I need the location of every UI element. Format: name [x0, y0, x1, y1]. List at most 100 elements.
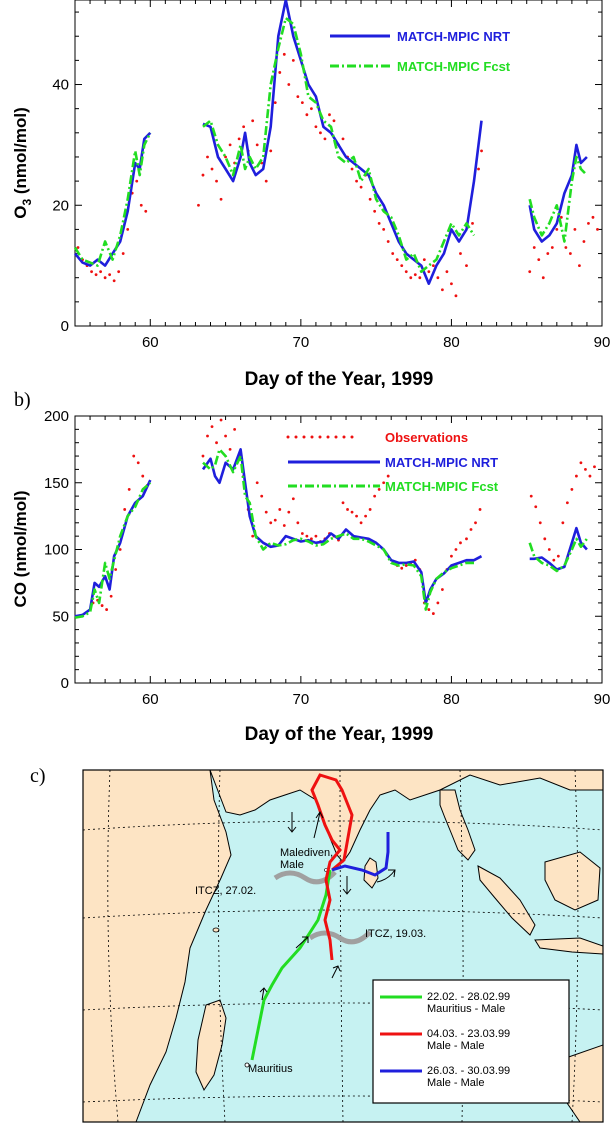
o3-observation-point — [300, 101, 304, 105]
itcz-2702-label: ITCZ, 27.02. — [195, 885, 256, 897]
co-observation-point — [296, 521, 300, 525]
co-observation-point — [538, 521, 542, 525]
co-plot-frame — [74, 415, 603, 684]
co-observation-point — [552, 558, 556, 562]
co-observation-point — [141, 474, 145, 478]
co-observation-point — [309, 537, 313, 541]
wind-arrows — [259, 811, 396, 1001]
o3-observation-point — [278, 71, 282, 74]
o3-observation-point — [332, 119, 336, 123]
co-series-fcst-line — [74, 481, 152, 619]
co-observation-point — [436, 601, 440, 605]
co-legend-label-0: Observations — [385, 430, 468, 445]
o3-series-nrt-line — [202, 0, 483, 285]
co-observation-point — [350, 510, 354, 514]
co-observation-point — [260, 494, 264, 498]
o3-observation-point — [139, 203, 143, 207]
maldives-label: Malediven, — [280, 847, 333, 859]
comoros-island — [212, 927, 220, 933]
o3-series-fcst-line — [202, 16, 476, 273]
co-observation-point — [300, 532, 304, 535]
co-legend-observations-swatch — [302, 435, 306, 439]
o3-observation-point — [269, 149, 273, 153]
co-observation-point — [359, 521, 363, 525]
o3-observation-point — [350, 167, 354, 171]
co-observation-point — [382, 481, 386, 485]
o3-observation-point — [537, 258, 541, 261]
o3-observation-point — [368, 197, 372, 201]
co-observation-point — [251, 534, 255, 538]
co-observation-point — [282, 524, 286, 527]
o3-observation-point — [427, 270, 431, 274]
o3-observation-point — [319, 131, 322, 135]
co-observation-point — [278, 508, 282, 511]
co-observation-point — [355, 514, 358, 518]
co-observation-point — [593, 465, 596, 469]
co-observation-point — [400, 566, 404, 570]
legend-red-route: Male - Male — [427, 1040, 484, 1052]
co-observation-point — [547, 548, 551, 551]
o3-observation-point — [355, 179, 358, 183]
o3-x-axis-label: Day of the Year, 1999 — [245, 369, 434, 390]
co-observation-point — [584, 468, 587, 471]
co-y-tick-label: 150 — [44, 475, 69, 492]
o3-observation-point — [323, 137, 327, 141]
o3-observation-point — [197, 203, 200, 207]
o3-observation-point — [436, 276, 440, 280]
o3-observation-point — [206, 155, 209, 159]
co-observation-point — [123, 508, 127, 511]
o3-observation-point — [578, 264, 581, 268]
o3-observation-point — [532, 246, 536, 249]
co-observation-point — [136, 461, 140, 465]
legend-red-dates: 04.03. - 23.03.99 — [427, 1028, 510, 1040]
co-observation-point — [565, 501, 569, 505]
o3-legend-label-0: MATCH-MPIC NRT — [397, 29, 510, 44]
o3-series-fcst-line — [528, 155, 588, 243]
route-male-male-blue — [331, 832, 390, 877]
co-legend-observations-swatch — [294, 435, 298, 439]
co-observation-point — [465, 537, 468, 541]
graticule — [83, 770, 603, 1122]
o3-observation-point — [273, 101, 277, 105]
legend-blue-route: Male - Male — [427, 1077, 484, 1089]
o3-observation-point — [422, 258, 426, 261]
co-observation-point — [440, 588, 444, 591]
co-observation-point — [346, 508, 349, 511]
o3-observation-point — [228, 143, 232, 147]
itcz-band-1903 — [308, 930, 372, 945]
co-observation-point — [109, 594, 113, 598]
co-observation-point — [219, 418, 223, 422]
o3-observation-point — [219, 197, 223, 201]
sea-peninsula — [439, 789, 476, 861]
o3-observation-point — [400, 264, 404, 268]
o3-observation-point — [480, 149, 483, 153]
co-observation-point — [556, 554, 560, 558]
co-observation-point — [210, 425, 214, 429]
route-mauritius-male — [250, 869, 332, 1061]
co-legend-observations-swatch — [310, 435, 314, 439]
co-observation-point — [561, 521, 565, 525]
co-y-axis-label: CO (nmol/mol) — [11, 490, 30, 607]
o3-observation-point — [568, 252, 572, 255]
asia-landmass — [209, 770, 603, 863]
o3-x-tick-label: 90 — [594, 334, 611, 351]
legend-green-dates: 22.02. - 28.02.99 — [427, 991, 510, 1003]
o3-observation-point — [404, 270, 408, 274]
co-legend-observations-swatch — [286, 435, 290, 439]
co-y-tick-label: 100 — [44, 542, 69, 559]
co-observation-point — [269, 521, 273, 525]
panel-b-label: b) — [14, 389, 31, 411]
co-observation-point — [529, 494, 533, 498]
java-island — [534, 937, 603, 955]
o3-observation-point — [546, 252, 550, 255]
co-observation-point — [404, 564, 408, 567]
o3-observation-point — [359, 185, 363, 189]
o3-observation-point — [391, 252, 395, 255]
o3-observation-point — [477, 167, 480, 171]
co-observation-point — [364, 514, 368, 518]
co-y-tick-label: 200 — [44, 408, 69, 425]
legend-blue-dates: 26.03. - 30.03.99 — [427, 1065, 510, 1077]
co-legend-observations-swatch — [318, 435, 322, 439]
o3-observation-point — [395, 258, 399, 261]
